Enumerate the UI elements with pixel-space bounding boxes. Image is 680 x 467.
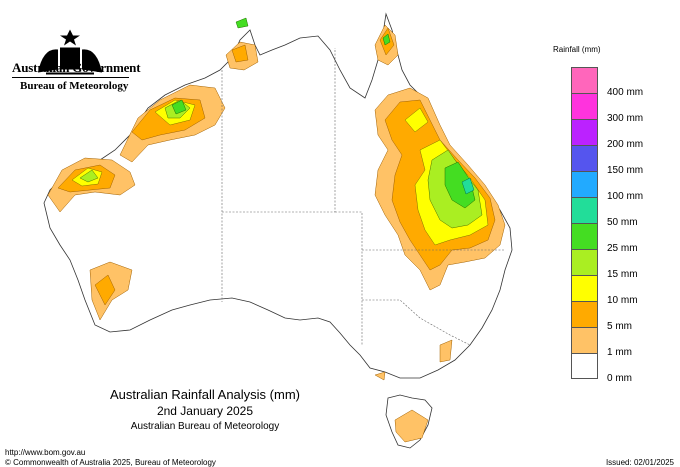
agency-title: Bureau of Meteorology xyxy=(20,80,129,92)
state-borders xyxy=(221,48,505,346)
legend-swatch xyxy=(571,197,598,223)
legend-label: 150 mm xyxy=(607,165,644,176)
legend-swatch xyxy=(571,119,598,145)
map-title: Australian Rainfall Analysis (mm) xyxy=(109,387,300,402)
legend-swatch xyxy=(571,327,598,353)
legend-label: 50 mm xyxy=(607,217,638,228)
legend-swatch xyxy=(571,301,598,327)
legend-label: 25 mm xyxy=(607,243,638,254)
rainfall-50mm xyxy=(461,177,475,195)
legend-label: 400 mm xyxy=(607,87,644,98)
copyright-text: © Commonwealth of Australia 2025, Bureau… xyxy=(5,458,216,467)
legend-label: 10 mm xyxy=(607,295,638,306)
legend-label: 100 mm xyxy=(607,191,644,202)
legend-swatch xyxy=(571,275,598,301)
header-rule xyxy=(12,77,129,78)
legend-label: 300 mm xyxy=(607,113,644,124)
map-date: 2nd January 2025 xyxy=(156,404,254,418)
legend-label: 0 mm xyxy=(607,373,632,384)
legend-label: 1 mm xyxy=(607,347,632,358)
bom-url-link[interactable]: http://www.bom.gov.au xyxy=(5,448,86,457)
legend-swatch xyxy=(571,223,598,249)
legend-swatch xyxy=(571,145,598,171)
legend-label: 5 mm xyxy=(607,321,632,332)
legend-label: 200 mm xyxy=(607,139,644,150)
rainfall-25mm xyxy=(171,17,476,209)
coat-of-arms-logo xyxy=(38,29,102,75)
legend-label: 15 mm xyxy=(607,269,638,280)
legend-swatch xyxy=(571,67,598,93)
legend-swatch xyxy=(571,171,598,197)
legend-swatch xyxy=(571,93,598,119)
issued-date: Issued: 02/01/2025 xyxy=(605,458,674,467)
government-title: Australian Government xyxy=(12,60,141,75)
legend-swatch xyxy=(571,353,598,379)
map-source: Australian Bureau of Meteorology xyxy=(130,421,280,432)
legend-title: Rainfall (mm) xyxy=(553,45,601,54)
legend-swatch xyxy=(571,249,598,275)
